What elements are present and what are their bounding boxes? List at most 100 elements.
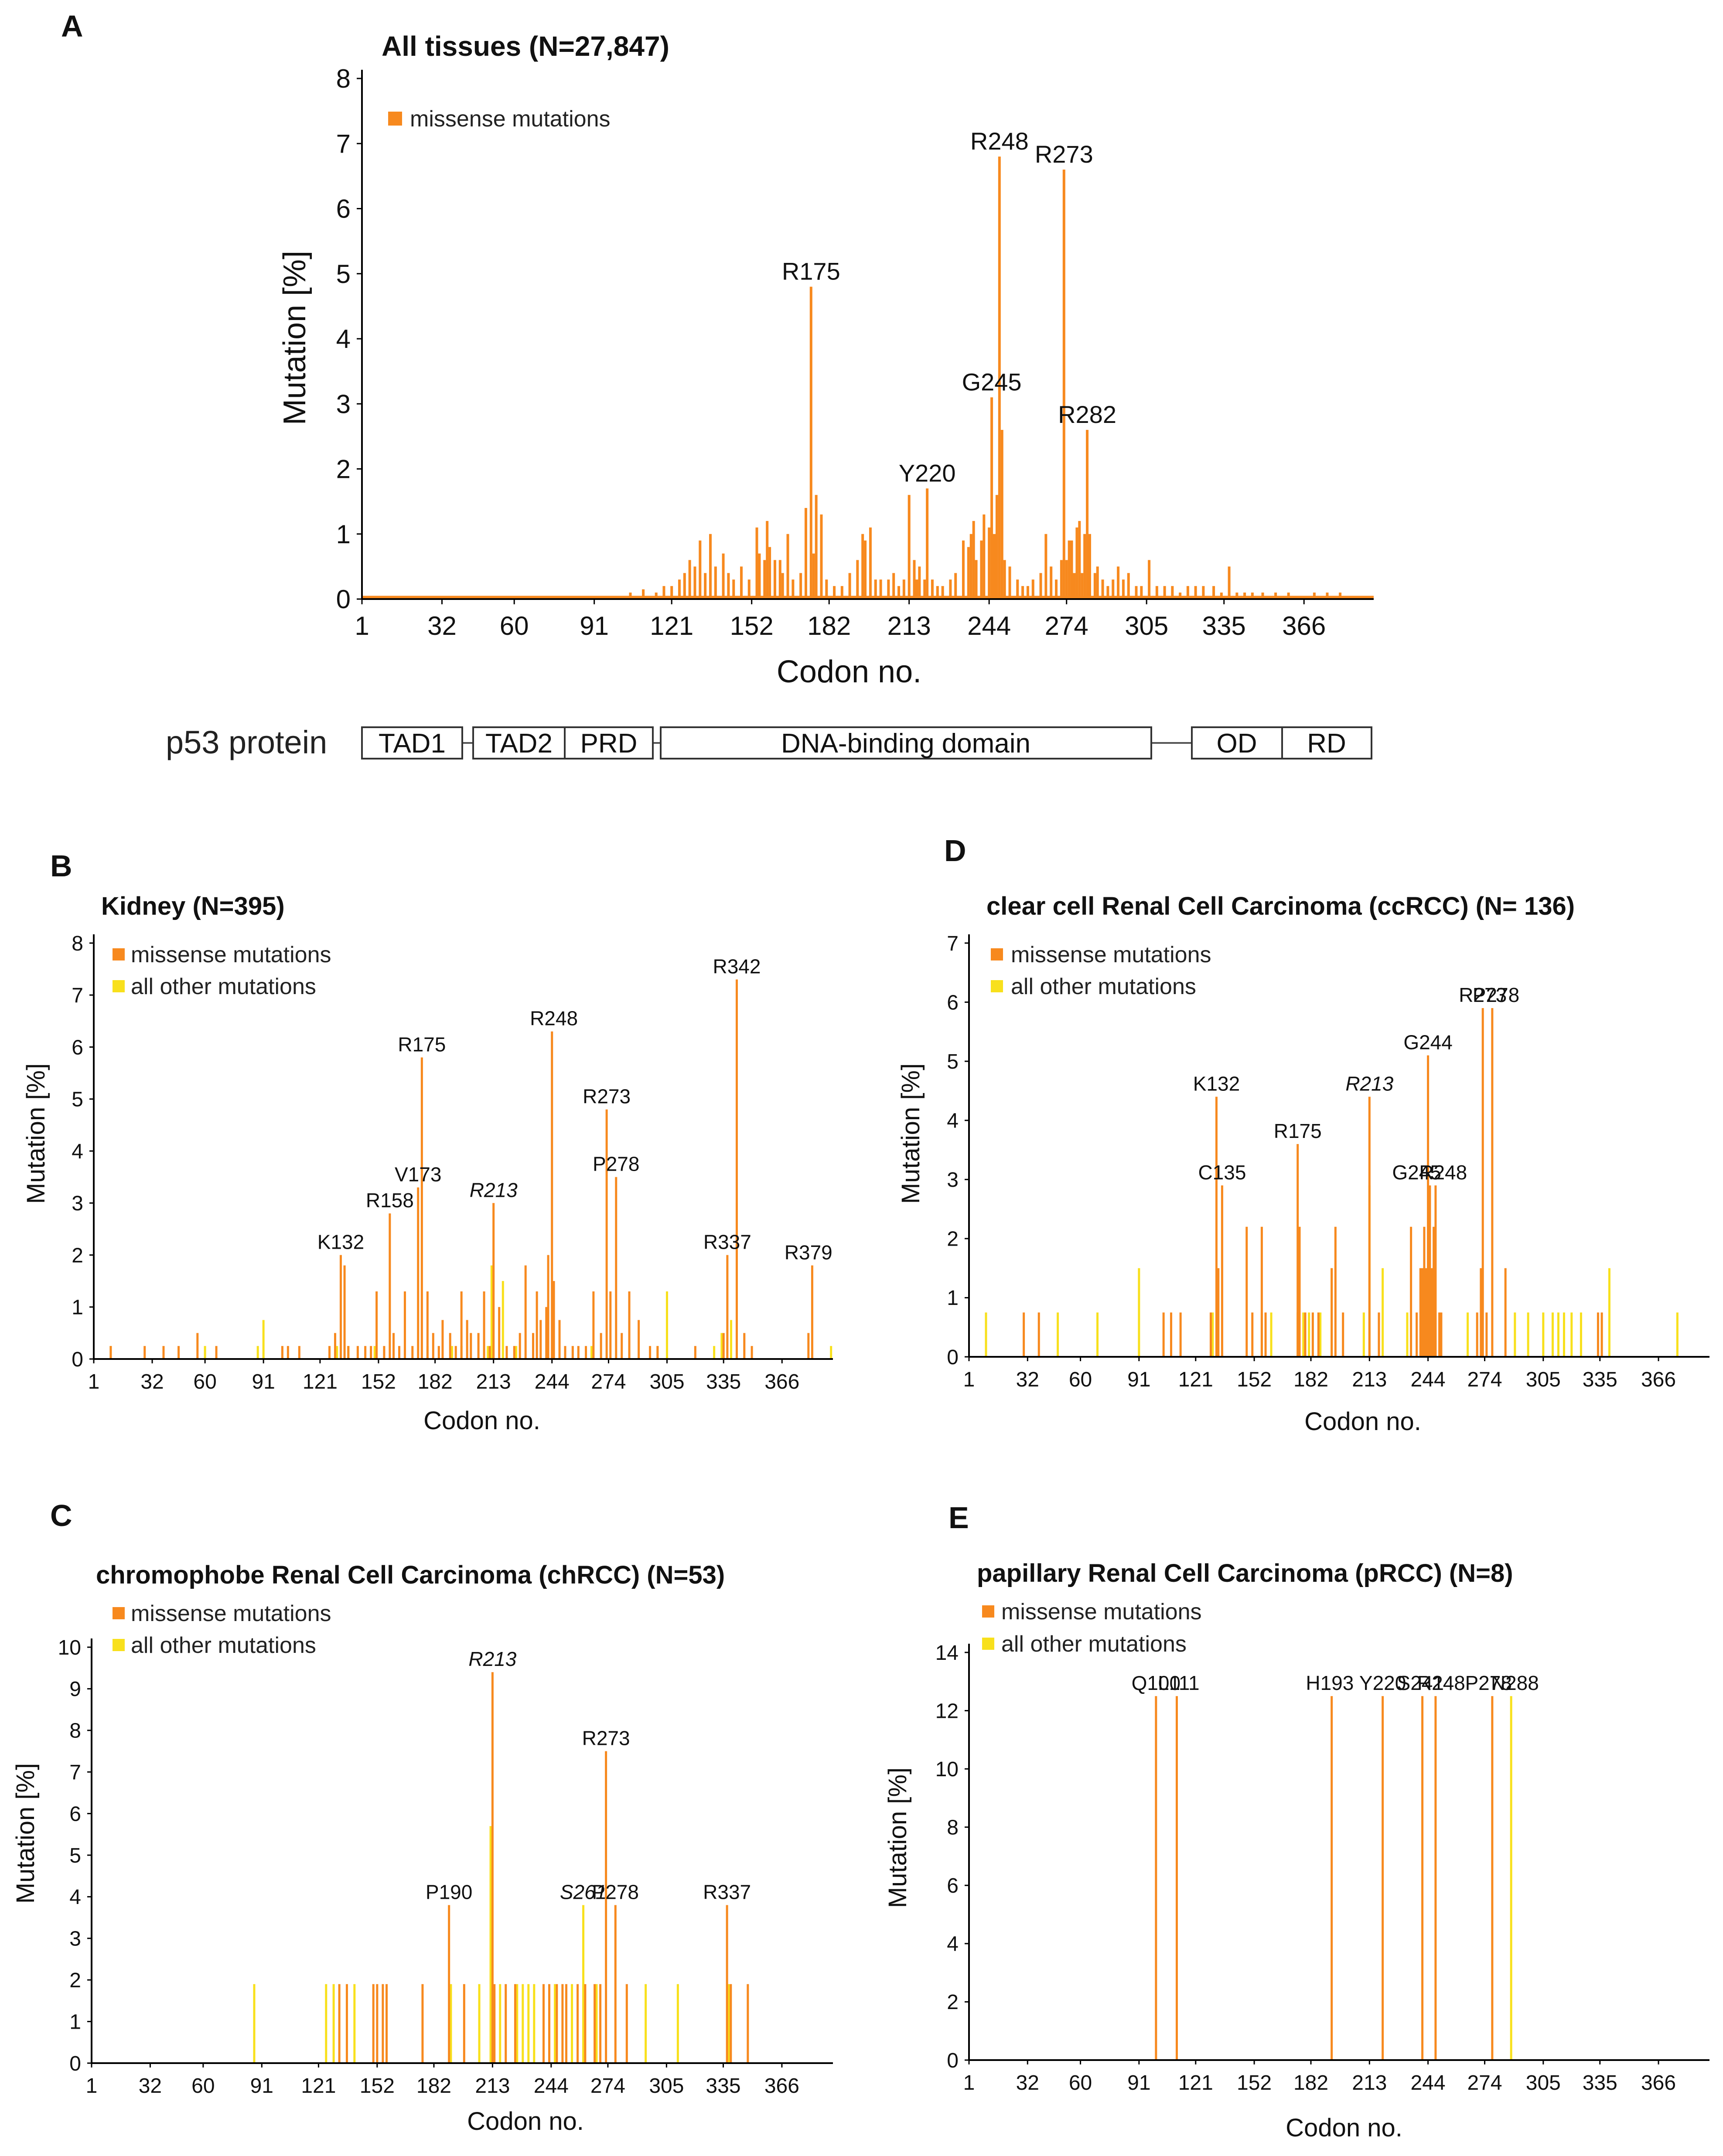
bar-missense <box>949 579 952 599</box>
panel-a-xlabel: Codon no. <box>777 654 921 689</box>
x-tick-label: 182 <box>416 2074 451 2098</box>
domain-dna-binding-label: DNA-binding domain <box>781 729 1030 759</box>
bar-missense <box>655 593 658 599</box>
x-tick-label: 335 <box>706 2074 740 2098</box>
bar-missense <box>747 1984 749 2063</box>
bar-missense <box>498 1307 501 1359</box>
panel-c-legend: missense mutations all other mutations <box>113 1601 331 1658</box>
bar-missense <box>1326 593 1329 599</box>
bar-missense <box>1243 593 1246 599</box>
x-tick-label: 121 <box>650 611 693 640</box>
bar-missense <box>768 547 771 599</box>
bar-missense <box>1023 1312 1025 1357</box>
bar-missense <box>1122 579 1125 599</box>
y-tick-label: 5 <box>336 259 351 289</box>
domain-tad1-label: TAD1 <box>379 729 446 759</box>
panel-letter-e: E <box>949 1501 969 1535</box>
bar-other <box>1138 1268 1140 1357</box>
bar-missense <box>328 1346 331 1359</box>
bar-other <box>1580 1312 1582 1357</box>
y-tick-label: 7 <box>72 984 83 1007</box>
legend-label-missense: missense mutations <box>131 942 331 967</box>
mutation-label: R213 <box>470 1178 518 1201</box>
bar-missense <box>1298 1226 1301 1357</box>
bar-missense <box>662 586 665 599</box>
bar-missense <box>514 1984 516 2063</box>
bar-other <box>1467 1312 1469 1357</box>
bar-missense <box>1202 586 1205 599</box>
bar-other <box>590 1346 593 1359</box>
bar-missense <box>1179 1312 1182 1357</box>
panel-d-chart: clear cell Renal Cell Carcinoma (ccRCC) … <box>897 892 1709 1436</box>
domain-tad2 <box>472 726 566 760</box>
x-tick-label: 366 <box>764 1370 799 1393</box>
y-tick-label: 8 <box>947 1816 959 1839</box>
bar-missense <box>747 579 751 599</box>
bar-missense <box>488 1346 491 1359</box>
x-tick-label: 152 <box>361 1370 396 1393</box>
y-tick-label: 2 <box>72 1244 83 1267</box>
y-tick-label: 1 <box>336 520 351 549</box>
bar-missense <box>704 573 707 599</box>
bar-other <box>713 1346 716 1359</box>
mutation-label: R213 <box>1345 1072 1393 1095</box>
mutation-label: Q100 <box>1132 1672 1181 1694</box>
y-tick-label: 4 <box>336 324 351 354</box>
legend-label-missense: missense mutations <box>131 1601 331 1626</box>
x-tick-label: 213 <box>476 1370 511 1393</box>
x-tick-label: 152 <box>730 611 774 640</box>
bar-other <box>730 1320 733 1359</box>
bar-missense <box>449 1333 451 1359</box>
bar-missense <box>1235 593 1239 599</box>
bar-missense <box>1075 527 1078 599</box>
y-tick-label: 4 <box>947 1933 959 1956</box>
bar-missense <box>908 495 911 599</box>
x-tick-label: 366 <box>1282 611 1326 640</box>
bar-other <box>1308 1312 1310 1357</box>
x-tick-label: 274 <box>1467 2071 1502 2095</box>
mutation-label: G245 <box>1392 1161 1441 1184</box>
bar-other <box>1608 1268 1610 1357</box>
bar-missense <box>1021 586 1024 599</box>
bar-missense <box>629 593 632 599</box>
bar-missense <box>542 1984 545 2063</box>
bar-missense <box>670 586 673 599</box>
domain-prd <box>564 726 654 760</box>
bar-missense <box>519 1333 521 1359</box>
bar-other <box>487 1346 489 1359</box>
bar-missense <box>743 1333 746 1359</box>
bar-missense <box>1073 573 1076 599</box>
y-tick-label: 7 <box>69 1761 81 1784</box>
y-tick-label: 3 <box>947 1168 959 1192</box>
x-tick-label: 335 <box>1583 2071 1617 2095</box>
y-tick-label: 2 <box>336 455 351 484</box>
x-tick-label: 91 <box>252 1370 275 1393</box>
bar-missense <box>726 1255 729 1359</box>
bar-missense <box>372 1984 375 2063</box>
legend-swatch-other <box>991 980 1003 992</box>
bar-missense <box>334 1333 336 1359</box>
x-tick-label: 121 <box>301 2074 336 2098</box>
bar-missense <box>998 157 1001 599</box>
bar-other <box>502 1281 504 1359</box>
bar-missense <box>1378 1312 1380 1357</box>
panel-letter-a: A <box>61 9 83 43</box>
bar-other <box>1211 1312 1214 1357</box>
bar-other <box>515 1346 518 1359</box>
y-tick-label: 6 <box>947 1874 959 1897</box>
bar-missense <box>1433 1226 1435 1357</box>
bar-missense <box>1476 1312 1478 1357</box>
x-tick-label: 60 <box>193 1370 216 1393</box>
bar-missense <box>1419 1268 1422 1357</box>
y-tick-label: 8 <box>336 64 351 93</box>
bar-missense <box>343 1265 346 1359</box>
bar-other <box>645 1984 647 2063</box>
mutation-label: P278 <box>593 1153 639 1175</box>
mutation-label: K132 <box>317 1231 364 1253</box>
bar-other <box>522 1984 524 2063</box>
x-tick-label: 60 <box>191 2074 215 2098</box>
bar-missense <box>1127 573 1130 599</box>
bar-missense <box>683 573 686 599</box>
legend-label-other: all other mutations <box>1011 974 1196 999</box>
legend-swatch-other <box>113 980 125 992</box>
